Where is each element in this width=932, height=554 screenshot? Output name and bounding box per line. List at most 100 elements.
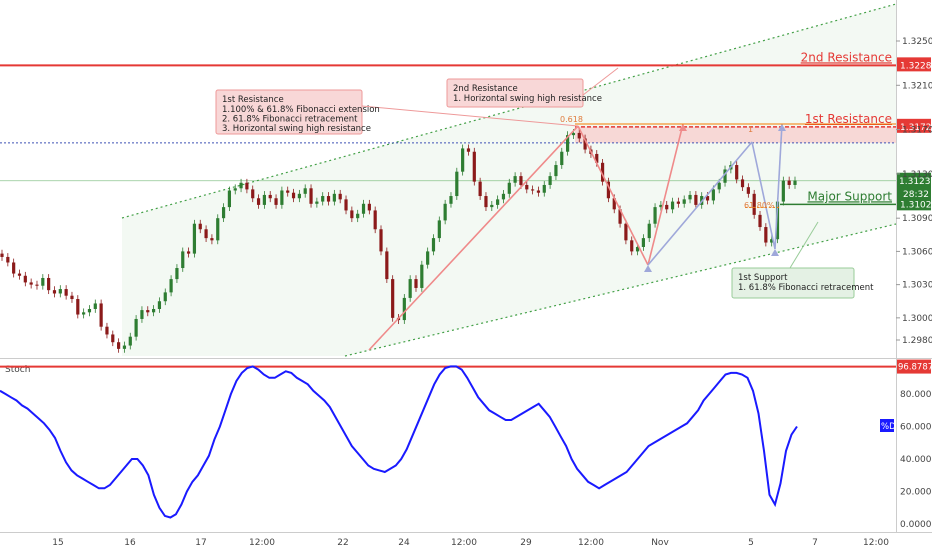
- stoch-highlight-text: 96.8787: [898, 363, 932, 373]
- candle-body: [326, 196, 331, 202]
- candle-body: [29, 282, 33, 285]
- candle-body: [210, 238, 214, 241]
- candle-body: [735, 165, 739, 180]
- level-label-2: Major Support: [807, 189, 892, 203]
- candle-body: [157, 301, 162, 309]
- candle-body: [705, 196, 710, 201]
- candle-body: [111, 334, 115, 343]
- candle-body: [82, 312, 86, 315]
- candle-body: [484, 196, 488, 208]
- candle-body: [641, 238, 645, 247]
- candle-body: [274, 198, 278, 205]
- candle-body: [17, 273, 22, 276]
- time-axis: 15 16 17 12:00 22 24 12:00 29 12:00 Nov 5 7 12:00: [52, 538, 889, 548]
- candle-body: [280, 190, 284, 205]
- candle-body: [76, 299, 80, 315]
- callout-line: 1. Horizontal swing high resistance: [453, 94, 602, 104]
- levels-layer: 2nd Resistance 1.32280 1st Resistance 1.317…: [0, 50, 932, 211]
- candle-body: [618, 209, 622, 224]
- time-tick-label: 12:00: [451, 538, 477, 548]
- candle-body: [186, 251, 191, 254]
- candle-body: [560, 151, 564, 166]
- candle-body: [787, 180, 791, 185]
- time-tick-label: 12:00: [578, 538, 604, 548]
- price-tick-label: 1.29800: [902, 336, 932, 346]
- candle-body: [466, 148, 471, 152]
- arrow-head: [771, 249, 779, 256]
- candle-body: [793, 180, 797, 185]
- projection-line: [368, 125, 579, 351]
- candle-body: [23, 275, 27, 283]
- candle-body: [391, 279, 395, 318]
- time-tick-label: 16: [124, 538, 136, 548]
- candle-body: [775, 201, 780, 240]
- candle-body: [216, 218, 220, 241]
- candle-body: [507, 182, 511, 194]
- candle-body: [688, 194, 692, 200]
- candle-body: [431, 238, 436, 252]
- candle-body: [163, 292, 167, 302]
- candle-body: [373, 210, 377, 230]
- callout-box: [731, 267, 855, 299]
- time-tick-label: 7: [812, 538, 818, 548]
- candle-body: [536, 190, 541, 193]
- candle-body: [676, 201, 680, 204]
- current-price-tag: [897, 172, 931, 201]
- candle-body: [239, 182, 243, 189]
- stoch-tick-label: 60.0000: [900, 423, 932, 433]
- candle-body: [227, 190, 232, 208]
- price-tick-label: 1.32100: [902, 81, 932, 91]
- candle-body: [426, 251, 430, 265]
- candle-body: [420, 264, 424, 288]
- stoch-line: [0, 365, 798, 519]
- arrow-head: [778, 124, 786, 131]
- candle-body: [338, 193, 342, 200]
- candle-body: [332, 193, 336, 202]
- stoch-d-badge: [880, 419, 894, 432]
- fib-label: 61.80%: [744, 201, 775, 210]
- candle-body: [303, 188, 307, 194]
- candle-body: [6, 256, 10, 263]
- candle-body: [612, 198, 616, 210]
- candle-body: [600, 162, 605, 182]
- candle-body: [105, 326, 109, 335]
- candle-body: [723, 169, 727, 183]
- candle-body: [204, 229, 208, 239]
- fib-label: 1: [748, 125, 753, 134]
- candle-body: [286, 190, 290, 193]
- level-price-tag-text-0: 1.32280: [900, 61, 932, 71]
- projection-line: [774, 123, 783, 250]
- current-price-text: 1.31238: [899, 177, 932, 187]
- candle-body: [583, 138, 587, 150]
- candle-body: [379, 229, 383, 252]
- candle-body: [70, 295, 74, 300]
- candle-body: [624, 223, 628, 241]
- candle-body: [87, 308, 92, 313]
- candle-body: [47, 277, 51, 291]
- candle-body: [606, 181, 611, 199]
- lines-layer: [368, 123, 896, 351]
- candle-body: [35, 284, 39, 286]
- candle-body: [443, 203, 447, 221]
- candle-body: [268, 194, 272, 199]
- price-tick-label: 1.31700: [902, 126, 932, 136]
- candle-body: [233, 188, 237, 191]
- candle-body: [711, 189, 715, 201]
- candle-body: [449, 196, 453, 204]
- candle-body: [52, 290, 57, 294]
- candle-body: [175, 268, 179, 280]
- candle-body: [152, 308, 156, 313]
- candle-body: [490, 204, 494, 208]
- time-tick-label: 15: [52, 538, 63, 548]
- time-tick-label: 17: [195, 538, 206, 548]
- price-axis: 1.32500 1.32100 1.31700 1.31300 1.30900 1.306…: [896, 37, 932, 346]
- projection-line: [577, 125, 649, 266]
- candle-body: [717, 182, 721, 190]
- candle-body: [595, 153, 599, 163]
- candle-body: [577, 132, 581, 139]
- level-price-tag-0: [897, 57, 931, 72]
- candle-body: [455, 171, 459, 197]
- stoch-axis: 80.0000 60.0000 40.0000 20.0000 0.0000: [900, 390, 932, 530]
- candle-body: [408, 279, 412, 298]
- candle-body: [309, 188, 313, 204]
